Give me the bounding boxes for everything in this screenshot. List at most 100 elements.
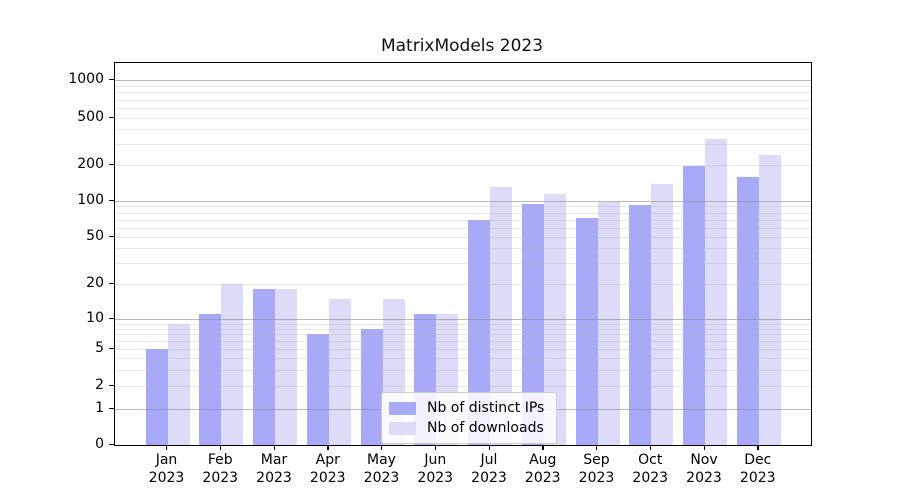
x-tick-month: Jan <box>155 452 178 468</box>
bar-ips-jan <box>145 349 168 445</box>
y-tick-mark <box>109 163 114 165</box>
gridline-9 <box>115 324 811 325</box>
y-tick-label: 2 <box>95 377 104 393</box>
gridline-700 <box>115 100 811 101</box>
bar-ips-mar <box>253 289 275 445</box>
x-tick-year: 2023 <box>686 470 722 486</box>
y-tick-mark <box>109 235 114 237</box>
gridline-5 <box>115 349 811 350</box>
bar-ips-nov <box>683 166 705 445</box>
chart-title: MatrixModels 2023 <box>380 36 544 56</box>
x-tick-label-dec: Dec 2023 <box>726 451 790 487</box>
y-tick-mark <box>109 78 114 80</box>
bar-downloads-apr <box>328 298 351 445</box>
gridline-200 <box>115 165 811 166</box>
y-tick-label: 20 <box>86 275 104 291</box>
gridline-20 <box>115 284 811 285</box>
x-tick-month: Aug <box>529 452 557 468</box>
x-tick-label-jan: Jan 2023 <box>135 451 199 487</box>
y-tick-mark <box>109 282 114 284</box>
bar-downloads-sep <box>597 202 620 445</box>
x-tick-label-jun: Jun 2023 <box>403 451 467 487</box>
x-tick-label-sep: Sep 2023 <box>565 451 629 487</box>
y-tick-label: 10 <box>86 310 104 326</box>
legend: Nb of distinct IPs Nb of downloads <box>381 392 558 444</box>
y-tick-mark <box>109 384 114 386</box>
x-tick-mark <box>434 445 437 450</box>
gridline-30 <box>115 263 811 264</box>
y-tick-label: 100 <box>77 192 104 208</box>
x-tick-month: Apr <box>315 452 340 468</box>
x-tick-label-feb: Feb 2023 <box>188 451 252 487</box>
legend-item: Nb of downloads <box>389 418 544 438</box>
x-tick-year: 2023 <box>632 470 669 486</box>
gridline-40 <box>115 248 811 249</box>
x-tick-month: Oct <box>638 452 663 468</box>
x-tick-year: 2023 <box>202 470 239 486</box>
bar-downloads-oct <box>651 183 674 445</box>
x-tick-year: 2023 <box>524 470 561 486</box>
y-tick-label: 500 <box>77 109 104 125</box>
x-tick-label-mar: Mar 2023 <box>242 451 306 487</box>
x-tick-month: Dec <box>744 452 772 468</box>
y-tick-label: 1 <box>95 400 104 416</box>
y-tick-mark <box>109 443 114 445</box>
x-tick-year: 2023 <box>739 470 776 486</box>
bar-ips-dec <box>736 176 759 445</box>
x-tick-mark <box>273 445 275 450</box>
legend-item: Nb of distinct IPs <box>389 398 544 418</box>
plot-area: Nb of distinct IPs Nb of downloads <box>114 62 812 446</box>
bar-downloads-nov <box>705 139 727 445</box>
gridline-400 <box>115 129 811 130</box>
bar-downloads-dec <box>758 154 781 445</box>
legend-label: Nb of distinct IPs <box>427 400 545 416</box>
bar-ips-oct <box>629 205 652 445</box>
x-tick-mark <box>542 445 544 450</box>
x-tick-month: May <box>367 452 396 468</box>
x-tick-label-nov: Nov 2023 <box>672 451 736 487</box>
x-tick-year: 2023 <box>309 470 346 486</box>
x-tick-month: Sep <box>583 452 610 468</box>
bar-ips-jul <box>468 219 490 445</box>
y-tick-label: 5 <box>95 340 104 356</box>
x-tick-mark <box>703 445 705 450</box>
gridline-800 <box>115 92 811 93</box>
x-tick-mark <box>381 445 383 450</box>
y-tick-mark <box>109 116 114 118</box>
x-tick-mark <box>166 445 168 450</box>
y-tick-mark <box>109 407 114 409</box>
x-tick-mark <box>488 445 490 450</box>
x-tick-mark <box>219 445 222 450</box>
legend-swatch-icon <box>389 421 416 435</box>
legend-swatch-icon <box>389 401 416 415</box>
y-tick-label: 50 <box>86 228 104 244</box>
gridline-2 <box>115 386 811 387</box>
x-tick-mark <box>649 445 652 450</box>
gridline-300 <box>115 144 811 145</box>
x-tick-year: 2023 <box>471 470 507 486</box>
bar-downloads-jan <box>167 323 190 445</box>
gridline-80 <box>115 213 811 214</box>
gridline-10 <box>115 319 811 320</box>
x-tick-year: 2023 <box>148 470 185 486</box>
gridline-90 <box>115 206 811 207</box>
x-tick-month: Nov <box>690 452 718 468</box>
x-tick-mark <box>757 445 759 450</box>
x-tick-mark <box>596 445 598 450</box>
x-tick-label-jul: Jul 2023 <box>457 451 521 487</box>
x-tick-year: 2023 <box>417 470 454 486</box>
bar-ips-feb <box>199 314 222 445</box>
x-tick-year: 2023 <box>256 470 292 486</box>
x-tick-month: Jun <box>424 452 447 468</box>
x-tick-year: 2023 <box>363 470 400 486</box>
y-tick-label: 200 <box>77 156 104 172</box>
legend-label: Nb of downloads <box>427 420 544 436</box>
bar-ips-apr <box>306 334 329 445</box>
gridline-3 <box>115 370 811 371</box>
bar-downloads-feb <box>221 284 244 445</box>
y-tick-mark <box>109 347 114 349</box>
bar-downloads-mar <box>275 289 297 445</box>
x-tick-month: Jul <box>480 452 498 468</box>
y-tick-mark <box>109 317 114 319</box>
